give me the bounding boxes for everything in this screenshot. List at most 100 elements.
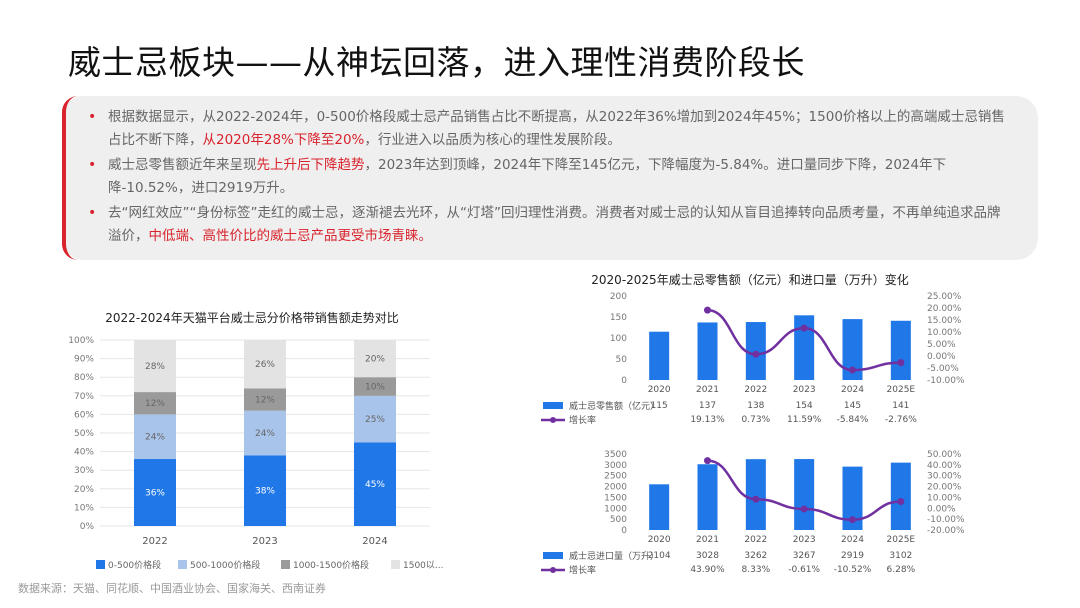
bar <box>794 459 815 530</box>
y-right-tick-label: -10.00% <box>927 376 965 386</box>
data-label: 25% <box>365 415 385 425</box>
bar-value-label: 2104 <box>648 551 671 561</box>
data-label: 24% <box>255 429 275 439</box>
growth-point <box>897 359 905 367</box>
legend-label: 1000-1500价格段 <box>293 559 369 571</box>
legend-swatch <box>391 560 400 569</box>
legend-bar-label: 威士忌零售额（亿元） <box>569 400 659 412</box>
growth-point <box>704 457 711 465</box>
data-label: 28% <box>145 362 165 372</box>
legend-bar-label: 威士忌进口量（万升） <box>569 550 659 562</box>
data-label: 12% <box>255 396 275 406</box>
growth-value-label: 8.33% <box>742 565 771 575</box>
y-right-tick-label: 20.00% <box>927 483 962 493</box>
growth-point <box>800 324 808 332</box>
data-label: 20% <box>365 355 385 365</box>
y-left-tick-label: 150 <box>610 313 627 323</box>
y-left-tick-label: 2500 <box>604 472 627 482</box>
x-tick-label: 2022 <box>142 536 167 547</box>
x-tick-label: 2021 <box>696 385 719 395</box>
growth-point <box>800 505 808 513</box>
price-band-stacked-chart: 2022-2024年天猫平台威士忌分价格带销售额走势对比 0% 10% 20% 30% 4… <box>68 310 444 571</box>
bar <box>794 315 815 380</box>
bar-value-label: 115 <box>651 401 668 411</box>
legend-line-label: 增长率 <box>569 564 596 576</box>
data-label: 36% <box>145 489 165 499</box>
x-tick-label: 2023 <box>793 535 816 545</box>
page-title: 威士忌板块——从神坛回落，进入理性消费阶段长 <box>68 43 805 82</box>
growth-point <box>849 516 856 524</box>
bullet-dot-icon: • <box>88 205 97 221</box>
y-right-tick-label: -20.00% <box>927 526 965 536</box>
bar-value-label: 3028 <box>696 551 719 561</box>
bullet-text: 根据数据显示，从2022-2024年，0-500价格段威士忌产品销售占比不断提高… <box>108 109 809 125</box>
legend-swatch <box>281 560 290 569</box>
legend-label: 500-1000价格段 <box>190 559 260 571</box>
panel-accent-bar <box>62 96 78 260</box>
growth-point <box>752 495 760 503</box>
growth-point <box>704 306 711 314</box>
bullet-item: • 去“网红效应”“身份标签”走红的威士忌，逐渐褪去光环，从“灯塔”回归理性消费。… <box>88 202 1008 248</box>
y-right-tick-label: 40.00% <box>927 461 962 471</box>
x-tick-label: 2024 <box>841 385 864 395</box>
y-right-tick-label: 50.00% <box>927 450 962 460</box>
y-left-tick-label: 0 <box>621 376 627 386</box>
y-left-tick-label: 3000 <box>604 461 627 471</box>
stacked-bar-segment <box>134 392 176 415</box>
data-label: 24% <box>145 433 165 443</box>
y-tick-label: 80% <box>74 373 94 383</box>
y-left-tick-label: 0 <box>621 526 627 536</box>
y-tick-label: 40% <box>74 448 94 458</box>
stacked-bar-segment <box>354 442 396 526</box>
y-tick-label: 70% <box>74 392 94 402</box>
bar <box>842 319 863 380</box>
legend-line-marker <box>550 567 556 573</box>
y-right-tick-label: 25.00% <box>927 292 962 302</box>
stacked-bar-segment <box>134 414 176 460</box>
bar <box>890 462 911 530</box>
growth-value-label: -10.52% <box>834 565 872 575</box>
y-right-tick-label: 0.00% <box>927 352 956 362</box>
y-tick-label: 0% <box>80 522 95 532</box>
chart-title: 2022-2024年天猫平台威士忌分价格带销售额走势对比 <box>105 310 398 325</box>
y-tick-label: 60% <box>74 410 94 420</box>
bar-value-label: 3262 <box>744 551 767 561</box>
data-label: 45% <box>365 480 385 490</box>
x-tick-label: 2020 <box>648 535 671 545</box>
y-right-tick-label: 0.00% <box>927 504 956 514</box>
bullet-item: • 根据数据显示，从2022-2024年，0-500价格段威士忌产品销售占比不断提… <box>88 106 1008 152</box>
bar-value-label: 141 <box>892 401 909 411</box>
bar-value-label: 2919 <box>841 551 864 561</box>
stacked-bar-segment <box>244 455 286 526</box>
y-left-tick-label: 2000 <box>604 483 627 493</box>
bar <box>649 331 670 380</box>
stacked-bar-segment <box>354 340 396 378</box>
data-label: 10% <box>365 383 385 393</box>
bar <box>697 464 718 530</box>
x-tick-label: 2025E <box>887 535 916 545</box>
y-tick-label: 50% <box>74 429 94 439</box>
bar <box>842 466 863 530</box>
bar-value-label: 145 <box>844 401 861 411</box>
growth-point <box>752 350 760 358</box>
growth-value-label: 43.90% <box>690 565 725 575</box>
x-tick-label: 2023 <box>252 536 277 547</box>
data-label: 12% <box>145 399 165 409</box>
growth-point <box>897 497 905 505</box>
bar-value-label: 154 <box>796 401 813 411</box>
y-right-tick-label: 5.00% <box>927 340 956 350</box>
x-tick-label: 2023 <box>793 385 816 395</box>
legend-label: 0-500价格段 <box>108 559 161 571</box>
y-tick-label: 20% <box>74 485 94 495</box>
legend-label: 1500以... <box>403 561 444 571</box>
bar <box>697 322 718 380</box>
y-tick-label: 90% <box>74 355 94 365</box>
y-right-tick-label: -5.00% <box>927 364 959 374</box>
y-left-tick-label: 100 <box>610 334 627 344</box>
y-left-tick-label: 200 <box>610 292 627 302</box>
y-left-tick-label: 50 <box>616 355 628 365</box>
bullet-highlight: 从2020年28%下降至20% <box>202 132 365 148</box>
y-left-tick-label: 1500 <box>604 493 627 503</box>
growth-value-label: -5.84% <box>837 415 869 425</box>
